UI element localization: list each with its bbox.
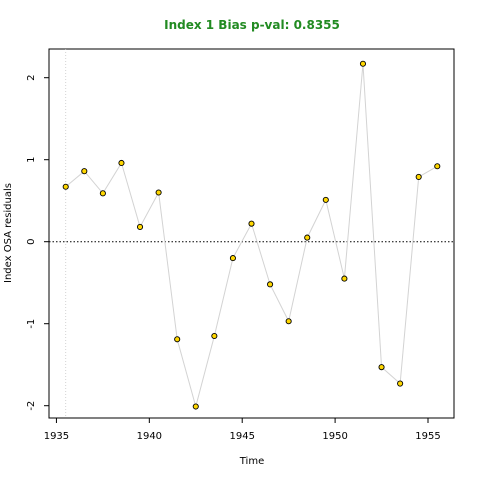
series-line [65,63,438,409]
data-point [211,332,218,340]
data-point [322,196,329,203]
data-point [285,318,292,325]
data-point [359,60,367,67]
data-point [62,183,69,190]
data-point [304,234,311,241]
data-point [248,220,255,227]
x-tick-label: 1935 [44,431,69,442]
y-tick-label: 0 [26,239,37,245]
x-tick-label: 1940 [137,431,162,442]
y-tick-label: -2 [26,401,37,411]
chart-title: Index 1 Bias p-val: 0.8355 [164,18,340,32]
data-point [118,159,125,167]
data-point [229,255,236,262]
x-axis: 1935 1940 1945 1950 1955 [44,418,441,442]
x-tick-label: 1945 [229,431,254,442]
data-point [397,380,404,387]
y-axis: -2 -1 0 1 2 [26,75,49,411]
data-point [267,281,274,288]
data-point [378,364,385,371]
x-tick-label: 1955 [415,431,440,442]
data-point [434,163,441,170]
y-tick-label: 1 [26,157,37,163]
y-tick-label: 2 [26,75,37,81]
y-tick-label: -1 [26,319,37,329]
data-point [341,275,348,282]
data-point [99,190,106,197]
plot-frame [48,48,455,419]
data-point [136,223,144,230]
y-axis-label: Index OSA residuals [3,183,14,283]
residual-line [65,63,438,409]
data-point [415,173,422,180]
data-point [81,168,88,175]
data-point [192,403,199,410]
series-points [62,60,441,410]
x-axis-label: Time [239,456,264,467]
data-point [174,336,181,343]
data-point [155,189,162,196]
reference-lines [49,49,454,418]
x-tick-label: 1950 [322,431,347,442]
